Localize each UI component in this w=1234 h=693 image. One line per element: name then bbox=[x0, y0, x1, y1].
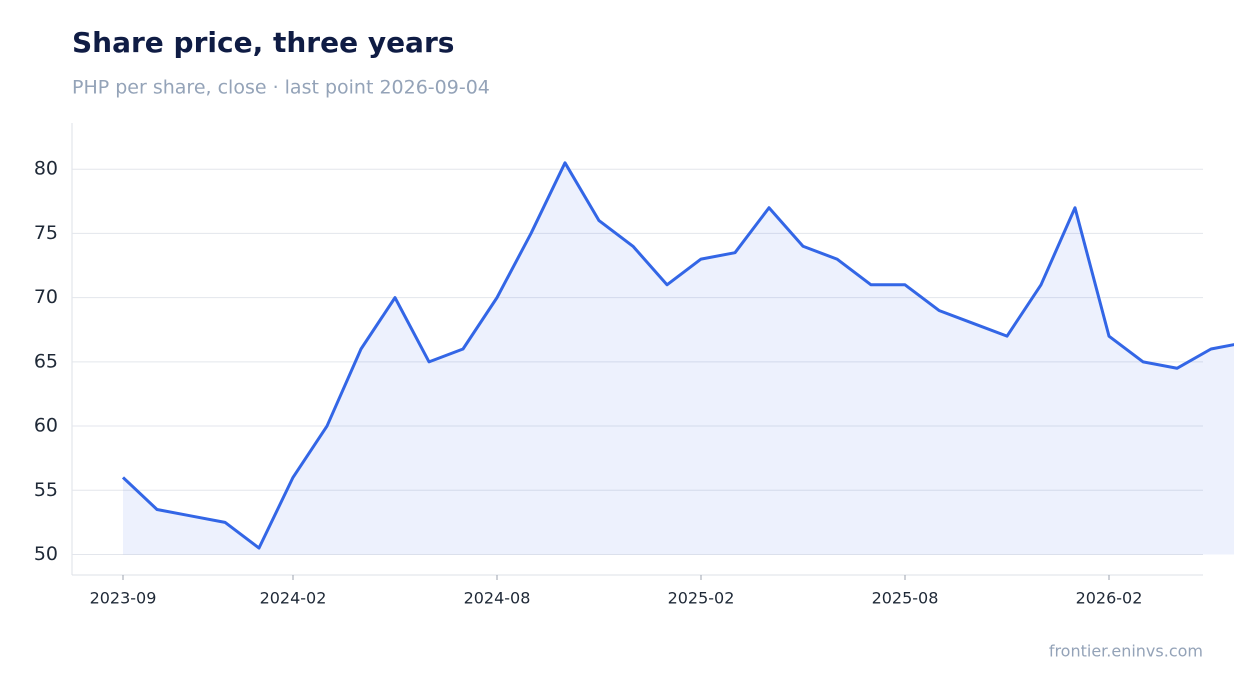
y-tick-label: 70 bbox=[34, 286, 58, 308]
x-tick-label: 2025-08 bbox=[872, 589, 939, 608]
chart-title: Share price, three years bbox=[72, 26, 454, 59]
y-tick-label: 75 bbox=[34, 222, 58, 244]
y-tick-label: 50 bbox=[34, 543, 58, 565]
area bbox=[123, 162, 1234, 555]
y-tick-label: 60 bbox=[34, 415, 58, 437]
y-tick-label: 65 bbox=[34, 350, 58, 372]
footer: frontier.eninvs.com bbox=[1049, 642, 1203, 661]
x-tick-label: 2025-02 bbox=[668, 589, 735, 608]
x-tick-label: 2023-09 bbox=[90, 589, 157, 608]
x-tick-label: 2026-02 bbox=[1076, 589, 1143, 608]
y-tick-label: 55 bbox=[34, 479, 58, 501]
x-tick-label: 2024-02 bbox=[260, 589, 327, 608]
line bbox=[121, 161, 1234, 550]
y-tick-label: 80 bbox=[34, 158, 58, 180]
x-tick-label: 2024-08 bbox=[464, 589, 531, 608]
chart-subtitle: PHP per share, close · last point 2026-0… bbox=[72, 77, 490, 99]
